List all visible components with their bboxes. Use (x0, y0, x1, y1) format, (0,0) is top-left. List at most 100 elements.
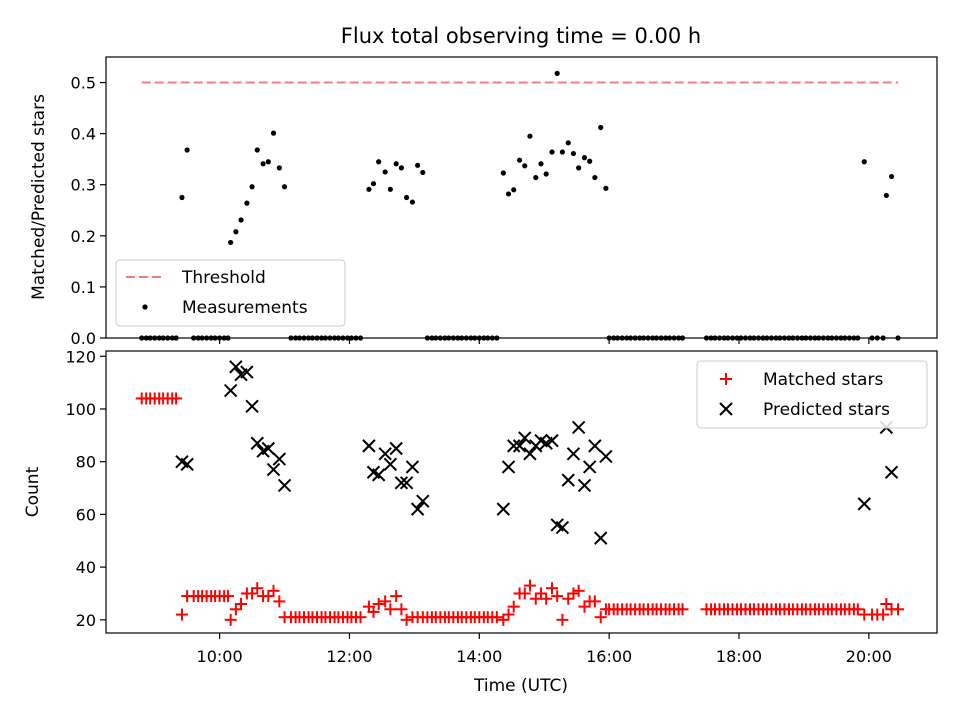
measurement-point (382, 169, 388, 175)
measurement-point (233, 229, 239, 235)
predicted-star-stroke-b (588, 439, 602, 453)
predicted-star-stroke-b (223, 383, 238, 398)
predicted-star-stroke-b (229, 360, 243, 374)
matched-star-point (246, 587, 259, 600)
measurement-point (393, 161, 399, 167)
measurement-point (883, 192, 889, 199)
measurement-point (598, 124, 604, 131)
matched-star-point (518, 587, 531, 600)
bottom-y-ticks: 20 40 60 80 100 120 (65, 347, 106, 630)
predicted-star-stroke-b (501, 460, 516, 474)
predicted-star-stroke-b (383, 457, 398, 472)
matched-star-point (676, 603, 689, 616)
predicted-star-stroke-b (555, 520, 570, 535)
matched-star-point (224, 613, 237, 626)
predicted-star-stroke-b (394, 476, 409, 490)
predicted-star-stroke-b (378, 447, 392, 461)
top-y-tick-label: 0.3 (71, 176, 96, 195)
matched-star-point (551, 590, 564, 603)
matched-star-point (529, 592, 542, 605)
predicted-star-point (378, 447, 392, 461)
measurement-point (576, 165, 582, 171)
matched-star-point (892, 603, 905, 616)
predicted-star-point (582, 460, 597, 474)
predicted-star-point (507, 439, 521, 453)
top-axes-frame (105, 56, 938, 339)
matched-star-point (267, 584, 280, 597)
measurement-point (533, 174, 539, 181)
predicted-star-stroke-b (561, 473, 575, 487)
measurement-point (370, 181, 377, 187)
matched-star-point (384, 603, 397, 616)
bottom-axes-frame (105, 350, 938, 634)
top-x-ticks (219, 338, 870, 344)
measurement-point (366, 186, 372, 192)
predicted-star-point (229, 360, 243, 374)
predicted-star-stroke-b (577, 478, 592, 493)
predicted-star-stroke-b (518, 431, 532, 445)
predicted-star-stroke-b (366, 465, 381, 479)
predicted-star-point (223, 383, 238, 398)
matched-star-point (395, 603, 408, 616)
matched-star-point (534, 587, 547, 600)
predicted-star-point (394, 476, 409, 490)
predicted-star-point (240, 365, 254, 379)
measurement-point (522, 163, 528, 169)
predicted-star-point (261, 441, 276, 456)
predicted-star-stroke-b (512, 439, 527, 453)
measurement-point (570, 150, 577, 157)
predicted-star-stroke-b (566, 447, 581, 461)
bottom-y-tick-label: 40 (76, 558, 96, 577)
measurement-point (592, 174, 598, 181)
predicted-star-stroke-b (582, 460, 597, 474)
bottom-legend: Matched stars Predicted stars (696, 360, 928, 429)
predicted-star-point (399, 476, 414, 490)
matched-star-point (523, 579, 536, 592)
bottom-x-axis-label: Time (UTC) (473, 676, 568, 696)
measurement-point (244, 200, 250, 206)
predicted-star-stroke-b (245, 399, 259, 414)
bottom-x-tick-label: 16:00 (586, 647, 632, 666)
matched-star-point (273, 595, 286, 608)
matched-legend-label: Matched stars (763, 370, 883, 390)
predicted-star-point (593, 531, 608, 545)
predicted-star-point (180, 457, 194, 472)
matched-star-point (851, 603, 864, 616)
predicted-star-stroke-b (180, 457, 194, 472)
predicted-star-point (561, 473, 575, 487)
matched-star-point (400, 613, 413, 626)
matched-star-point (367, 605, 380, 618)
measurement-point (276, 165, 282, 171)
predicted-star-stroke-b (261, 441, 276, 456)
predicted-star-stroke-b (550, 518, 564, 532)
top-y-ticks: 0.0 0.1 0.2 0.3 0.4 0.5 (71, 74, 106, 348)
top-y-tick-label: 0.5 (71, 74, 96, 93)
predicted-star-stroke-b (175, 454, 189, 469)
predicted-star-point (277, 478, 292, 493)
measurement-point (538, 161, 544, 167)
matched-star-point (379, 595, 392, 608)
predicted-star-point (362, 439, 376, 453)
measurement-point (603, 185, 609, 191)
measurement-point (403, 194, 410, 201)
predicted-star-stroke-b (571, 420, 586, 435)
bottom-y-tick-label: 20 (76, 611, 96, 630)
matched-star-point (262, 590, 275, 603)
measurement-point (281, 184, 288, 190)
bottom-y-tick-label: 120 (65, 347, 96, 366)
predicted-star-point (371, 468, 386, 482)
threshold-legend-label: Threshold (181, 268, 266, 288)
top-plot-area (139, 70, 901, 341)
measurement-point (587, 158, 593, 164)
predicted-star-point (857, 497, 871, 511)
matched-star-point (578, 600, 591, 613)
predicted-star-point (577, 478, 592, 493)
matched-star-point (251, 582, 264, 595)
matched-star-point (175, 608, 188, 621)
measurement-point (559, 149, 566, 155)
predicted-star-point (416, 494, 430, 508)
measurement-point (254, 147, 260, 153)
predicted-star-stroke-b (496, 502, 511, 516)
predicted-star-point (884, 465, 899, 479)
